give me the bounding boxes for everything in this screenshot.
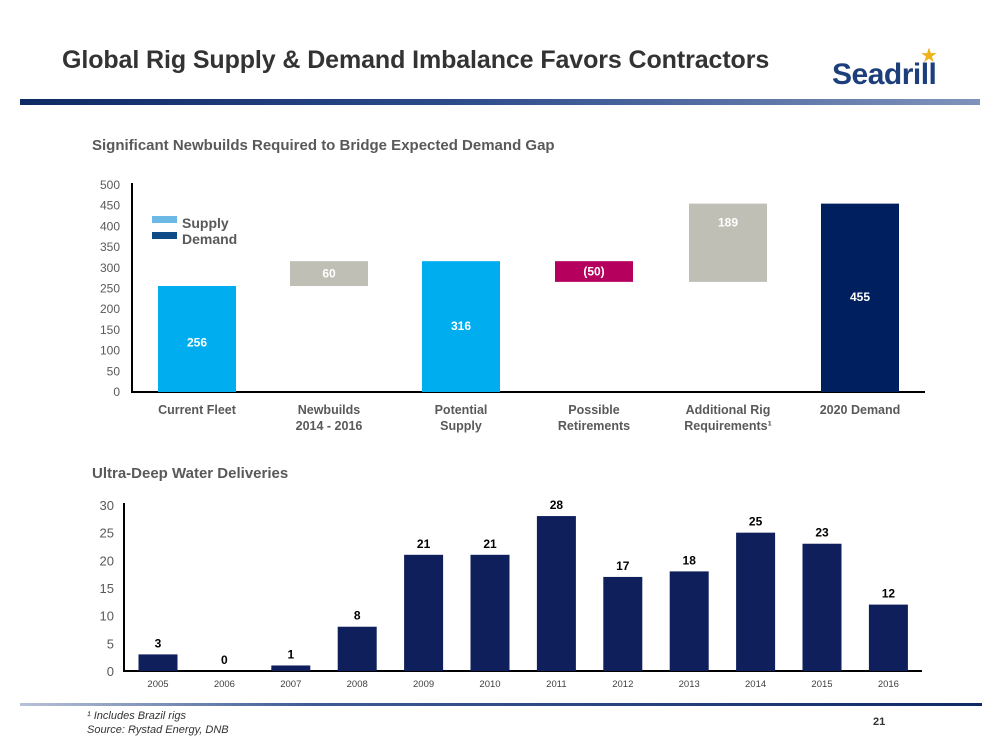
x-tick-label: 2013 bbox=[679, 679, 700, 690]
waterfall-chart: 0 50 100 150 200 250 300 350 400 450 500 256 Current… bbox=[100, 178, 925, 433]
data-label: 17 bbox=[616, 559, 630, 573]
x-tick-label: 2015 bbox=[811, 679, 832, 690]
bar-1 bbox=[290, 261, 368, 287]
x-tick-label: 2006 bbox=[214, 679, 235, 690]
star-icon: ★ bbox=[920, 45, 938, 67]
bar-2016 bbox=[868, 604, 908, 671]
x-tick-label: 2016 bbox=[878, 679, 899, 690]
chart2-title: Ultra-Deep Water Deliveries bbox=[92, 465, 289, 482]
bar-2007 bbox=[271, 665, 311, 671]
page-title: Global Rig Supply & Demand Imbalance Fav… bbox=[62, 46, 770, 74]
y-tick-label: 50 bbox=[107, 364, 121, 378]
x-tick-label: 2011 bbox=[546, 679, 566, 690]
deliveries-chart: 0 5 10 15 20 25 30 3 2005 0 2006 1 2007 8 2008 21 2009 21… bbox=[100, 498, 922, 690]
x-tick-label: Current Fleet bbox=[158, 403, 237, 417]
x-tick-label: 2014 bbox=[745, 679, 766, 690]
data-label: 0 bbox=[221, 653, 228, 667]
y-tick-label: 25 bbox=[100, 526, 114, 541]
data-label: (50) bbox=[583, 265, 604, 279]
data-label: 21 bbox=[483, 537, 497, 551]
bar-2015 bbox=[802, 543, 842, 671]
x-tick-label: Newbuilds bbox=[298, 403, 361, 417]
y-tick-label: 0 bbox=[113, 385, 120, 399]
y-tick-label: 30 bbox=[100, 498, 114, 513]
data-label: 455 bbox=[850, 290, 870, 304]
x-tick-label: 2008 bbox=[347, 679, 368, 690]
bar-2010 bbox=[470, 554, 510, 671]
footer-divider bbox=[20, 703, 982, 706]
x-tick-label: Requirements¹ bbox=[684, 419, 772, 433]
data-label: 189 bbox=[718, 215, 738, 229]
bar-2005 bbox=[138, 654, 178, 671]
y-tick-label: 300 bbox=[100, 261, 120, 275]
x-tick-label: 2020 Demand bbox=[820, 403, 901, 417]
x-tick-label: 2005 bbox=[147, 679, 168, 690]
data-label: 256 bbox=[187, 335, 207, 349]
y-tick-label: 0 bbox=[107, 664, 114, 679]
data-label: 28 bbox=[550, 498, 564, 512]
source-note: Source: Rystad Energy, DNB bbox=[87, 724, 229, 736]
x-tick-label: Supply bbox=[440, 419, 482, 433]
y-tick-label: 5 bbox=[107, 636, 114, 651]
data-label: 18 bbox=[683, 553, 697, 567]
y-tick-label: 450 bbox=[100, 199, 120, 213]
footnote: ¹ Includes Brazil rigs bbox=[87, 710, 187, 722]
data-label: 1 bbox=[287, 647, 294, 661]
x-tick-label: Potential bbox=[435, 403, 488, 417]
y-tick-label: 150 bbox=[100, 323, 120, 337]
x-tick-label: 2014 - 2016 bbox=[296, 419, 363, 433]
data-label: 3 bbox=[155, 636, 162, 650]
x-tick-label: 2007 bbox=[280, 679, 301, 690]
bar-0 bbox=[158, 286, 236, 392]
y-tick-label: 400 bbox=[100, 219, 120, 233]
y-tick-label: 100 bbox=[100, 344, 120, 358]
data-label: 12 bbox=[882, 587, 896, 601]
x-tick-label: Possible bbox=[568, 403, 619, 417]
page-number: 21 bbox=[873, 716, 886, 728]
bar-4 bbox=[689, 203, 767, 282]
chart1-title: Significant Newbuilds Required to Bridge… bbox=[92, 137, 555, 154]
bar-2013 bbox=[669, 571, 709, 671]
data-label: 316 bbox=[451, 319, 471, 333]
data-label: 21 bbox=[417, 537, 431, 551]
x-tick-label: Retirements bbox=[558, 419, 630, 433]
header-divider bbox=[20, 99, 980, 105]
x-tick-label: Additional Rig bbox=[686, 403, 771, 417]
data-label: 25 bbox=[749, 515, 763, 529]
seadrill-logo: Seadrill ★ bbox=[832, 46, 952, 96]
bar-2008 bbox=[337, 626, 377, 671]
bar-3 bbox=[555, 261, 633, 282]
legend-swatch-supply bbox=[152, 216, 177, 223]
legend-label-demand: Demand bbox=[182, 231, 238, 247]
legend-swatch-demand bbox=[152, 232, 177, 239]
logo-text: Seadrill bbox=[832, 58, 937, 91]
bar-2 bbox=[422, 261, 500, 392]
y-tick-label: 20 bbox=[100, 553, 114, 568]
y-tick-label: 10 bbox=[100, 609, 114, 624]
y-tick-label: 350 bbox=[100, 240, 120, 254]
y-tick-label: 500 bbox=[100, 178, 120, 192]
bar-2009 bbox=[404, 554, 444, 671]
bar-5 bbox=[821, 203, 899, 392]
y-tick-label: 200 bbox=[100, 302, 120, 316]
data-label: 8 bbox=[354, 609, 361, 623]
x-tick-label: 2010 bbox=[479, 679, 500, 690]
bar-2011 bbox=[536, 516, 576, 671]
y-tick-label: 250 bbox=[100, 282, 120, 296]
y-tick-label: 15 bbox=[100, 581, 114, 596]
data-label: 23 bbox=[815, 526, 829, 540]
x-tick-label: 2009 bbox=[413, 679, 434, 690]
bar-2014 bbox=[736, 532, 776, 671]
x-tick-label: 2012 bbox=[612, 679, 633, 690]
bar-2012 bbox=[603, 576, 643, 671]
data-label: 60 bbox=[322, 267, 336, 281]
legend-label-supply: Supply bbox=[182, 215, 229, 231]
